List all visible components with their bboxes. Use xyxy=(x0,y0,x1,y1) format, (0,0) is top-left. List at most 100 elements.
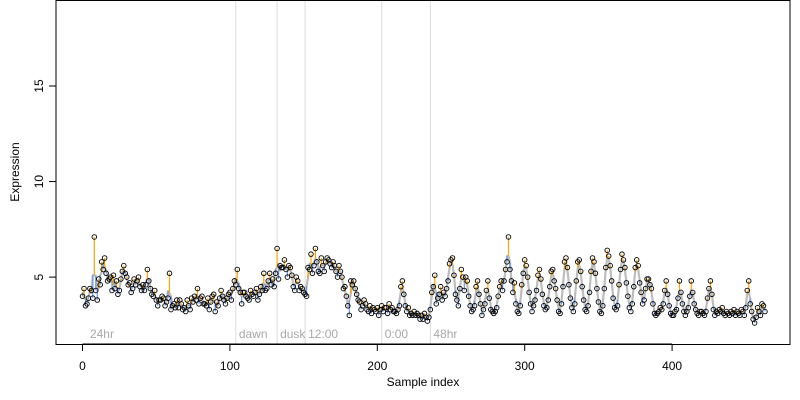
data-point xyxy=(566,282,572,288)
data-point xyxy=(476,291,482,298)
data-point xyxy=(524,274,531,280)
data-point xyxy=(194,285,201,292)
data-point xyxy=(228,297,235,303)
data-point xyxy=(673,306,680,313)
data-point xyxy=(741,312,748,319)
data-point xyxy=(719,304,725,311)
data-point xyxy=(112,285,118,292)
data-point xyxy=(287,264,294,271)
data-point xyxy=(284,274,291,280)
data-point xyxy=(146,278,152,284)
data-point xyxy=(748,308,755,315)
x-tick-label: 0 xyxy=(79,359,86,373)
data-point xyxy=(184,297,190,303)
data-point xyxy=(266,270,273,277)
data-point xyxy=(586,289,593,296)
data-point xyxy=(294,278,301,284)
data-point xyxy=(246,297,252,303)
data-point xyxy=(706,285,712,292)
data-point xyxy=(545,297,552,303)
data-point xyxy=(126,280,133,286)
data-point xyxy=(311,262,317,269)
data-point xyxy=(535,272,541,278)
data-point xyxy=(747,301,753,307)
data-point xyxy=(116,287,123,294)
data-point xyxy=(118,276,124,282)
data-point xyxy=(454,297,460,303)
data-point xyxy=(455,303,462,309)
data-point xyxy=(753,314,759,320)
data-point xyxy=(398,283,404,290)
x-tick-label: 400 xyxy=(662,359,682,373)
data-point xyxy=(757,312,764,319)
data-point xyxy=(215,303,221,309)
data-point xyxy=(182,308,189,315)
data-point xyxy=(271,283,277,290)
data-point xyxy=(607,262,613,269)
data-point xyxy=(432,272,438,278)
data-point xyxy=(103,270,109,277)
data-point xyxy=(253,285,260,292)
data-point xyxy=(178,301,185,307)
data-point xyxy=(405,304,412,311)
data-point xyxy=(605,253,612,259)
data-point xyxy=(573,278,580,284)
data-point xyxy=(688,278,694,284)
phase-label: 12:00 xyxy=(308,327,338,341)
data-point xyxy=(461,287,468,294)
data-point xyxy=(426,314,432,320)
phase-label: dusk xyxy=(280,327,306,341)
data-point xyxy=(558,301,565,307)
data-point xyxy=(396,303,403,309)
data-point xyxy=(594,285,600,292)
data-point xyxy=(760,303,767,309)
data-point xyxy=(564,264,571,271)
data-point xyxy=(666,303,672,309)
data-point xyxy=(218,287,224,294)
data-point xyxy=(353,291,360,298)
data-point xyxy=(140,282,146,288)
data-point xyxy=(165,295,171,301)
data-point xyxy=(638,289,644,296)
phase-label: dawn xyxy=(239,327,268,341)
data-point xyxy=(511,280,518,286)
data-point xyxy=(346,312,353,319)
data-point xyxy=(97,282,103,288)
data-point xyxy=(486,295,493,301)
x-tick-label: 200 xyxy=(367,359,387,373)
data-point xyxy=(90,295,96,301)
data-point xyxy=(433,301,440,307)
data-point xyxy=(445,278,451,284)
data-point xyxy=(110,272,117,278)
data-point xyxy=(465,293,472,299)
data-point xyxy=(303,293,310,299)
data-point xyxy=(707,278,714,284)
data-point xyxy=(479,312,485,319)
data-point xyxy=(533,287,540,294)
data-point xyxy=(691,301,697,307)
data-point xyxy=(687,293,693,299)
data-point xyxy=(520,270,526,277)
data-point xyxy=(460,274,466,280)
data-point xyxy=(685,304,692,311)
data-point xyxy=(342,283,348,290)
data-point xyxy=(636,280,643,286)
data-point xyxy=(482,301,488,307)
phase-label: 48hr xyxy=(433,327,457,341)
data-point xyxy=(513,301,519,307)
data-point xyxy=(530,303,537,309)
data-point xyxy=(384,310,391,317)
data-point xyxy=(495,293,501,299)
data-point xyxy=(172,304,179,311)
data-point xyxy=(321,268,327,275)
data-point xyxy=(526,289,532,296)
data-point xyxy=(536,266,543,273)
data-point xyxy=(617,266,624,273)
data-point xyxy=(437,283,444,290)
data-point xyxy=(234,266,241,273)
data-point xyxy=(678,289,684,296)
y-tick-label: 15 xyxy=(32,79,46,93)
data-point xyxy=(549,266,556,273)
data-point xyxy=(275,276,282,282)
